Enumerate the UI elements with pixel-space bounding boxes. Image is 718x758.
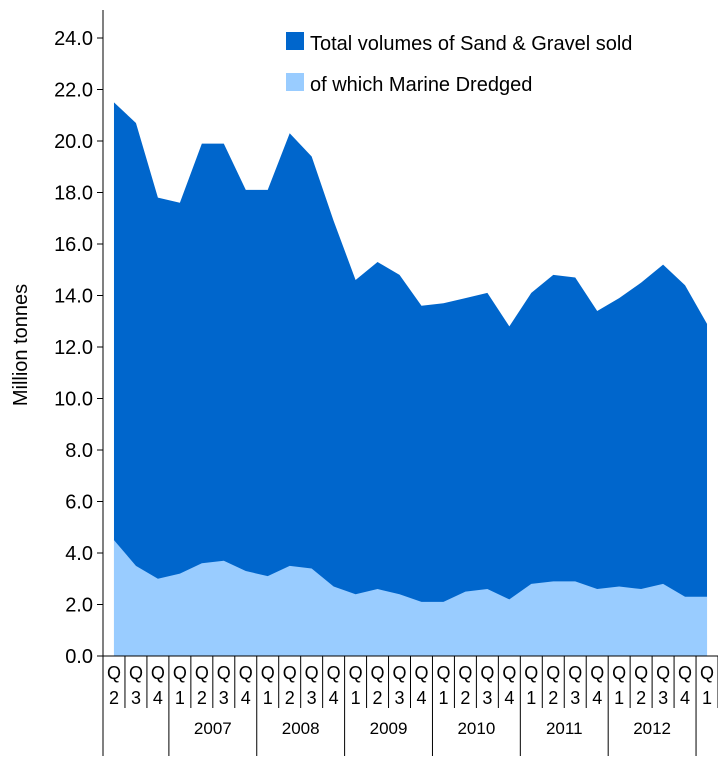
x-tick-label-quarter: 1 (351, 688, 361, 708)
y-axis: 0.0 2.0 4.0 6.0 8.0 10.0 12.0 14.0 16.0 18.0 20.0 2… (54, 10, 104, 668)
x-tick-label-prefix: Q (217, 663, 231, 683)
x-tick-label-quarter: 4 (504, 688, 514, 708)
x-tick-label-prefix: Q (371, 663, 385, 683)
x-tick-label-quarter: 3 (395, 688, 405, 708)
x-tick-label-prefix: Q (107, 663, 121, 683)
area-series-group (113, 102, 708, 656)
y-axis-title: Million tonnes (10, 284, 32, 406)
x-tick-label-prefix: Q (524, 663, 538, 683)
x-tick-label-prefix: Q (129, 663, 143, 683)
x-tick-label-quarter: 2 (548, 688, 558, 708)
y-tick-label: 8.0 (65, 440, 93, 462)
x-tick-label-quarter: 3 (482, 688, 492, 708)
y-tick-label: 24.0 (54, 28, 93, 50)
x-tick-label-prefix: Q (612, 663, 626, 683)
x-tick-label-prefix: Q (393, 663, 407, 683)
x-tick-label-quarter: 1 (614, 688, 624, 708)
x-tick-label-quarter: 2 (197, 688, 207, 708)
legend-label-marine: of which Marine Dredged (310, 74, 532, 96)
y-tick-label: 20.0 (54, 131, 93, 153)
year-label: 2011 (546, 719, 583, 738)
x-tick-label-prefix: Q (700, 663, 714, 683)
x-tick-label-quarter: 4 (153, 688, 163, 708)
x-tick-label-prefix: Q (656, 663, 670, 683)
legend-swatch-marine (286, 73, 304, 91)
year-label: 2009 (370, 719, 408, 738)
x-tick-label-quarter: 2 (636, 688, 646, 708)
x-tick-label-prefix: Q (283, 663, 297, 683)
y-tick-label: 0.0 (65, 646, 93, 668)
area-series-0 (113, 102, 708, 656)
y-tick-label: 16.0 (54, 234, 93, 256)
x-tick-label-quarter: 1 (263, 688, 273, 708)
year-label: 2008 (282, 719, 320, 738)
x-tick-label-prefix: Q (590, 663, 604, 683)
x-axis: Q2Q3Q4Q1Q2Q3Q4Q1Q2Q3Q4Q1Q2Q3Q4Q1Q2Q3Q4Q1… (102, 655, 718, 756)
x-tick-label-quarter: 1 (702, 688, 712, 708)
x-tick-label-prefix: Q (349, 663, 363, 683)
y-tick-label: 10.0 (54, 389, 93, 411)
x-tick-label-quarter: 3 (219, 688, 229, 708)
x-tick-label-prefix: Q (327, 663, 341, 683)
year-label: 2010 (457, 719, 495, 738)
x-tick-label-quarter: 3 (307, 688, 317, 708)
x-tick-label-prefix: Q (173, 663, 187, 683)
x-tick-label-quarter: 3 (570, 688, 580, 708)
x-tick-label-quarter: 4 (241, 688, 251, 708)
legend: Total volumes of Sand & Gravel sold of w… (286, 32, 632, 96)
year-label: 2007 (194, 719, 232, 738)
x-tick-label-quarter: 4 (416, 688, 426, 708)
y-tick-label: 2.0 (65, 595, 93, 617)
x-tick-label-prefix: Q (458, 663, 472, 683)
x-tick-label-prefix: Q (634, 663, 648, 683)
y-tick-label: 4.0 (65, 543, 93, 565)
y-tick-label: 14.0 (54, 286, 93, 308)
x-tick-label-prefix: Q (151, 663, 165, 683)
x-tick-label-prefix: Q (195, 663, 209, 683)
x-tick-label-prefix: Q (678, 663, 692, 683)
x-tick-label-quarter: 3 (131, 688, 141, 708)
y-tick-label: 12.0 (54, 337, 93, 359)
x-tick-label-prefix: Q (261, 663, 275, 683)
x-tick-label-quarter: 4 (329, 688, 339, 708)
x-tick-label-prefix: Q (502, 663, 516, 683)
x-tick-label-quarter: 2 (285, 688, 295, 708)
y-tick-label: 18.0 (54, 183, 93, 205)
legend-label-total: Total volumes of Sand & Gravel sold (310, 33, 632, 55)
x-tick-label-prefix: Q (546, 663, 560, 683)
area-series-1 (113, 540, 708, 656)
y-tick-label: 22.0 (54, 80, 93, 102)
x-tick-label-prefix: Q (305, 663, 319, 683)
x-tick-label-prefix: Q (436, 663, 450, 683)
x-tick-label-prefix: Q (568, 663, 582, 683)
x-tick-label-quarter: 1 (175, 688, 185, 708)
year-label: 2012 (633, 719, 671, 738)
x-tick-label-quarter: 2 (109, 688, 119, 708)
x-tick-label-quarter: 2 (460, 688, 470, 708)
x-tick-label-quarter: 4 (592, 688, 602, 708)
y-tick-label: 6.0 (65, 492, 93, 514)
x-tick-label-prefix: Q (480, 663, 494, 683)
x-tick-label-quarter: 4 (680, 688, 690, 708)
x-tick-label-prefix: Q (239, 663, 253, 683)
x-tick-label-quarter: 1 (526, 688, 536, 708)
x-tick-label-quarter: 1 (438, 688, 448, 708)
x-tick-label-quarter: 3 (658, 688, 668, 708)
legend-swatch-total (286, 32, 304, 50)
x-tick-label-quarter: 2 (373, 688, 383, 708)
x-tick-label-prefix: Q (414, 663, 428, 683)
